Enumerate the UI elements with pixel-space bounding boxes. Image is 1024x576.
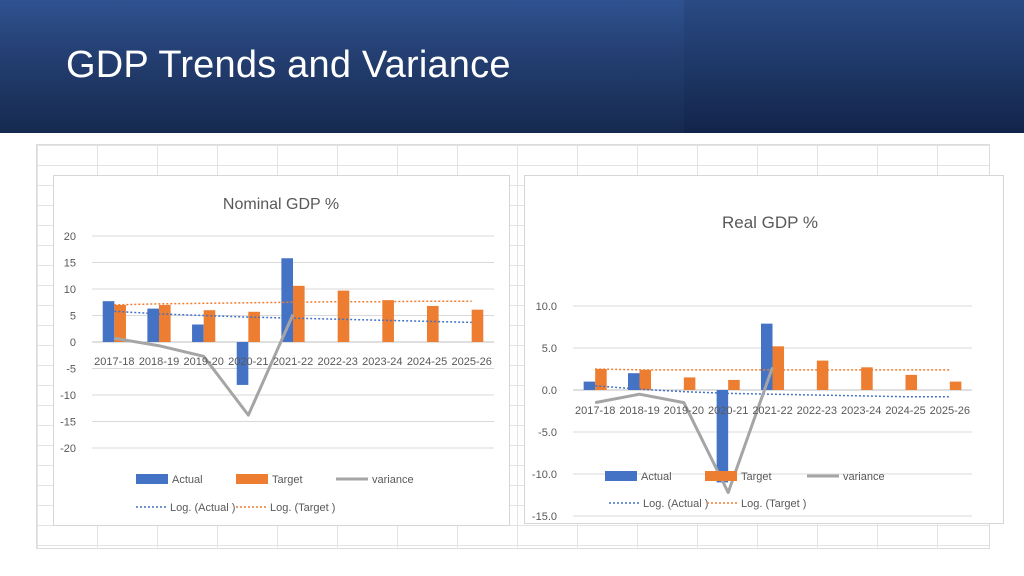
- target-bar: [427, 305, 439, 342]
- actual-bar: [716, 390, 729, 483]
- target-bar: [159, 304, 171, 342]
- x-tick-label: 2025-26: [930, 405, 970, 417]
- target-bar: [114, 304, 126, 342]
- y-tick-label: -15.0: [532, 511, 557, 523]
- y-tick-label: 10.0: [536, 301, 557, 313]
- title-banner-accent: [684, 0, 1024, 133]
- x-tick-label: 2020-21: [228, 356, 268, 368]
- x-tick-label: 2017-18: [94, 356, 134, 368]
- target-legend-label: Target: [272, 474, 303, 486]
- target-bar: [728, 379, 740, 390]
- target-bar: [861, 367, 873, 390]
- variance-line: [114, 313, 295, 417]
- target-bar: [905, 374, 918, 390]
- y-tick-label: 5: [70, 311, 76, 323]
- y-tick-label: 15: [64, 258, 76, 270]
- x-tick-label: 2020-21: [708, 405, 748, 417]
- y-tick-label: 10: [64, 284, 76, 296]
- actual-trend-legend-label: Log. (Actual ): [643, 498, 708, 510]
- target-trend-legend-label: Log. (Target ): [270, 502, 335, 514]
- target-legend-swatch: [236, 474, 268, 484]
- actual-trendline: [595, 385, 950, 398]
- target-bar: [639, 369, 652, 390]
- x-tick-label: 2023-24: [362, 356, 402, 368]
- y-tick-label: 0: [70, 337, 76, 349]
- x-tick-label: 2022-23: [797, 405, 837, 417]
- nominal-gdp-chart: Nominal GDP % 20 15 10 5 0 -5 -10 -15 -20 2017-18 2…: [60, 196, 494, 514]
- target-bar: [683, 377, 696, 390]
- y-tick-label: 0.0: [542, 385, 557, 397]
- variance-legend-label: variance: [372, 474, 414, 486]
- y-tick-label: -10: [60, 390, 76, 402]
- slide-title: GDP Trends and Variance: [66, 44, 511, 86]
- target-bar: [949, 381, 962, 390]
- x-tick-label: 2019-20: [183, 356, 223, 368]
- target-bar: [203, 310, 216, 342]
- y-tick-label: 20: [64, 231, 76, 243]
- target-trendline: [114, 300, 472, 306]
- target-legend-swatch: [705, 471, 737, 481]
- x-tick-label: 2025-26: [451, 356, 491, 368]
- actual-bar: [281, 258, 293, 342]
- actual-trendline: [114, 310, 472, 324]
- x-tick-label: 2017-18: [575, 405, 615, 417]
- x-tick-label: 2023-24: [841, 405, 881, 417]
- y-tick-label: -15: [60, 417, 76, 429]
- actual-bar: [192, 324, 204, 342]
- actual-bar: [583, 381, 596, 390]
- target-bar: [816, 360, 829, 390]
- x-tick-label: 2024-25: [885, 405, 925, 417]
- actual-bar: [147, 308, 159, 342]
- y-tick-label: -20: [60, 443, 76, 455]
- real-gdp-chart-panel[interactable]: Real GDP % 10.0 5.0 0.0 -5.0 -10.0 -15.0 2017-1…: [524, 175, 1004, 524]
- target-bar: [595, 369, 607, 390]
- real-gdp-chart: Real GDP % 10.0 5.0 0.0 -5.0 -10.0 -15.0 2017-1…: [532, 213, 972, 523]
- chart-title: Real GDP %: [722, 213, 818, 232]
- x-tick-label: 2018-19: [139, 356, 179, 368]
- variance-line: [594, 366, 774, 494]
- x-tick-label: 2021-22: [273, 356, 313, 368]
- target-trend-legend-label: Log. (Target ): [741, 498, 806, 510]
- y-tick-label: -5.0: [538, 427, 557, 439]
- actual-legend-swatch: [605, 471, 637, 481]
- actual-legend-label: Actual: [172, 474, 203, 486]
- actual-trend-legend-label: Log. (Actual ): [170, 502, 235, 514]
- actual-legend-swatch: [136, 474, 168, 484]
- x-tick-label: 2021-22: [752, 405, 792, 417]
- nominal-gdp-chart-panel[interactable]: Nominal GDP % 20 15 10 5 0 -5 -10 -15 -20 2017-18 2…: [53, 175, 510, 526]
- y-tick-label: -10.0: [532, 469, 557, 481]
- variance-legend-label: variance: [843, 471, 885, 483]
- x-tick-label: 2024-25: [407, 356, 447, 368]
- target-legend-label: Target: [741, 471, 772, 483]
- y-tick-label: 5.0: [542, 343, 557, 355]
- chart-title: Nominal GDP %: [223, 196, 339, 213]
- target-bar: [337, 290, 350, 342]
- y-tick-label: -5: [66, 364, 76, 376]
- actual-bar: [627, 373, 640, 390]
- actual-bar: [760, 323, 773, 390]
- target-bar: [471, 309, 484, 342]
- x-tick-label: 2018-19: [619, 405, 659, 417]
- actual-bar: [102, 301, 115, 342]
- target-bar: [248, 311, 260, 342]
- x-tick-label: 2022-23: [317, 356, 357, 368]
- target-bar: [772, 346, 785, 390]
- actual-legend-label: Actual: [641, 471, 672, 483]
- target-bar: [293, 285, 305, 342]
- actual-bar: [236, 342, 249, 385]
- x-tick-label: 2019-20: [664, 405, 704, 417]
